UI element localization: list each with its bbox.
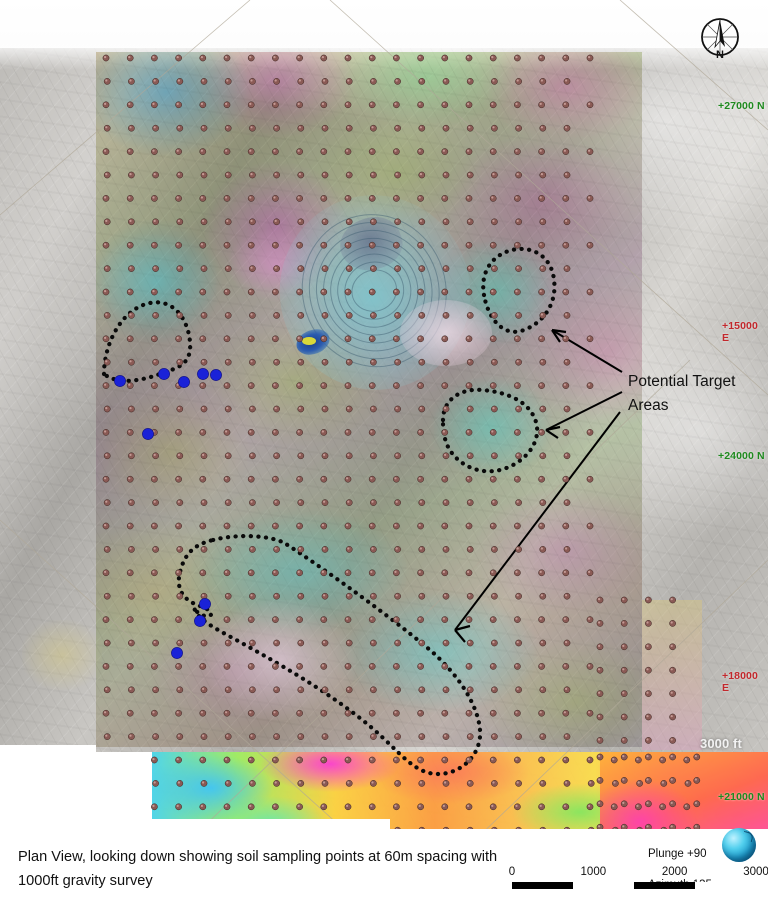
- tailings-patch: [206, 600, 356, 720]
- scale-bar-graphic: [512, 882, 756, 889]
- scale-bar-ticks: 0 1000 2000 3000: [508, 866, 768, 880]
- north-arrow-icon: N: [701, 18, 739, 61]
- annotation-line-1: Potential Target: [628, 373, 736, 390]
- potential-target-areas-label: Potential Target Areas: [628, 370, 758, 418]
- waste-dump-patch: [400, 300, 492, 366]
- coordinate-label-3: +18000 E: [722, 670, 758, 694]
- annotation-line-2: Areas: [628, 397, 669, 415]
- coordinate-label-4: +21000 N: [718, 791, 765, 803]
- caption-line-1: Plan View, looking down showing soil sam…: [18, 849, 498, 865]
- coordinate-label-1: +15000 E: [722, 320, 758, 344]
- caption-line-2: 1000ft gravity survey: [18, 873, 153, 890]
- distance-label-3000ft: 3000 ft: [700, 736, 742, 751]
- coordinate-label-2: +24000 N: [718, 450, 765, 462]
- gravity-anomaly-highlight: [96, 52, 642, 747]
- scale-tick-1000: 1000: [580, 866, 607, 878]
- caption-background: [0, 829, 768, 907]
- coordinate-label-0: +27000 N: [718, 100, 765, 112]
- compass-north-label: N: [716, 49, 724, 61]
- plunge-value: Plunge +90: [648, 848, 707, 861]
- view-orientation-sphere-icon: [722, 828, 756, 862]
- gravity-overlay-left-lobe: [22, 620, 102, 690]
- scale-bar: 0 1000 2000 3000: [508, 866, 768, 889]
- scale-tick-0: 0: [508, 866, 516, 878]
- scale-tick-2000: 2000: [661, 866, 688, 878]
- gravity-overlay-right-lobe: [642, 600, 702, 750]
- scale-tick-3000: 3000: [743, 866, 768, 878]
- pit-floor-bright-spot: [302, 337, 316, 345]
- figure-caption: Plan View, looking down showing soil sam…: [18, 845, 538, 893]
